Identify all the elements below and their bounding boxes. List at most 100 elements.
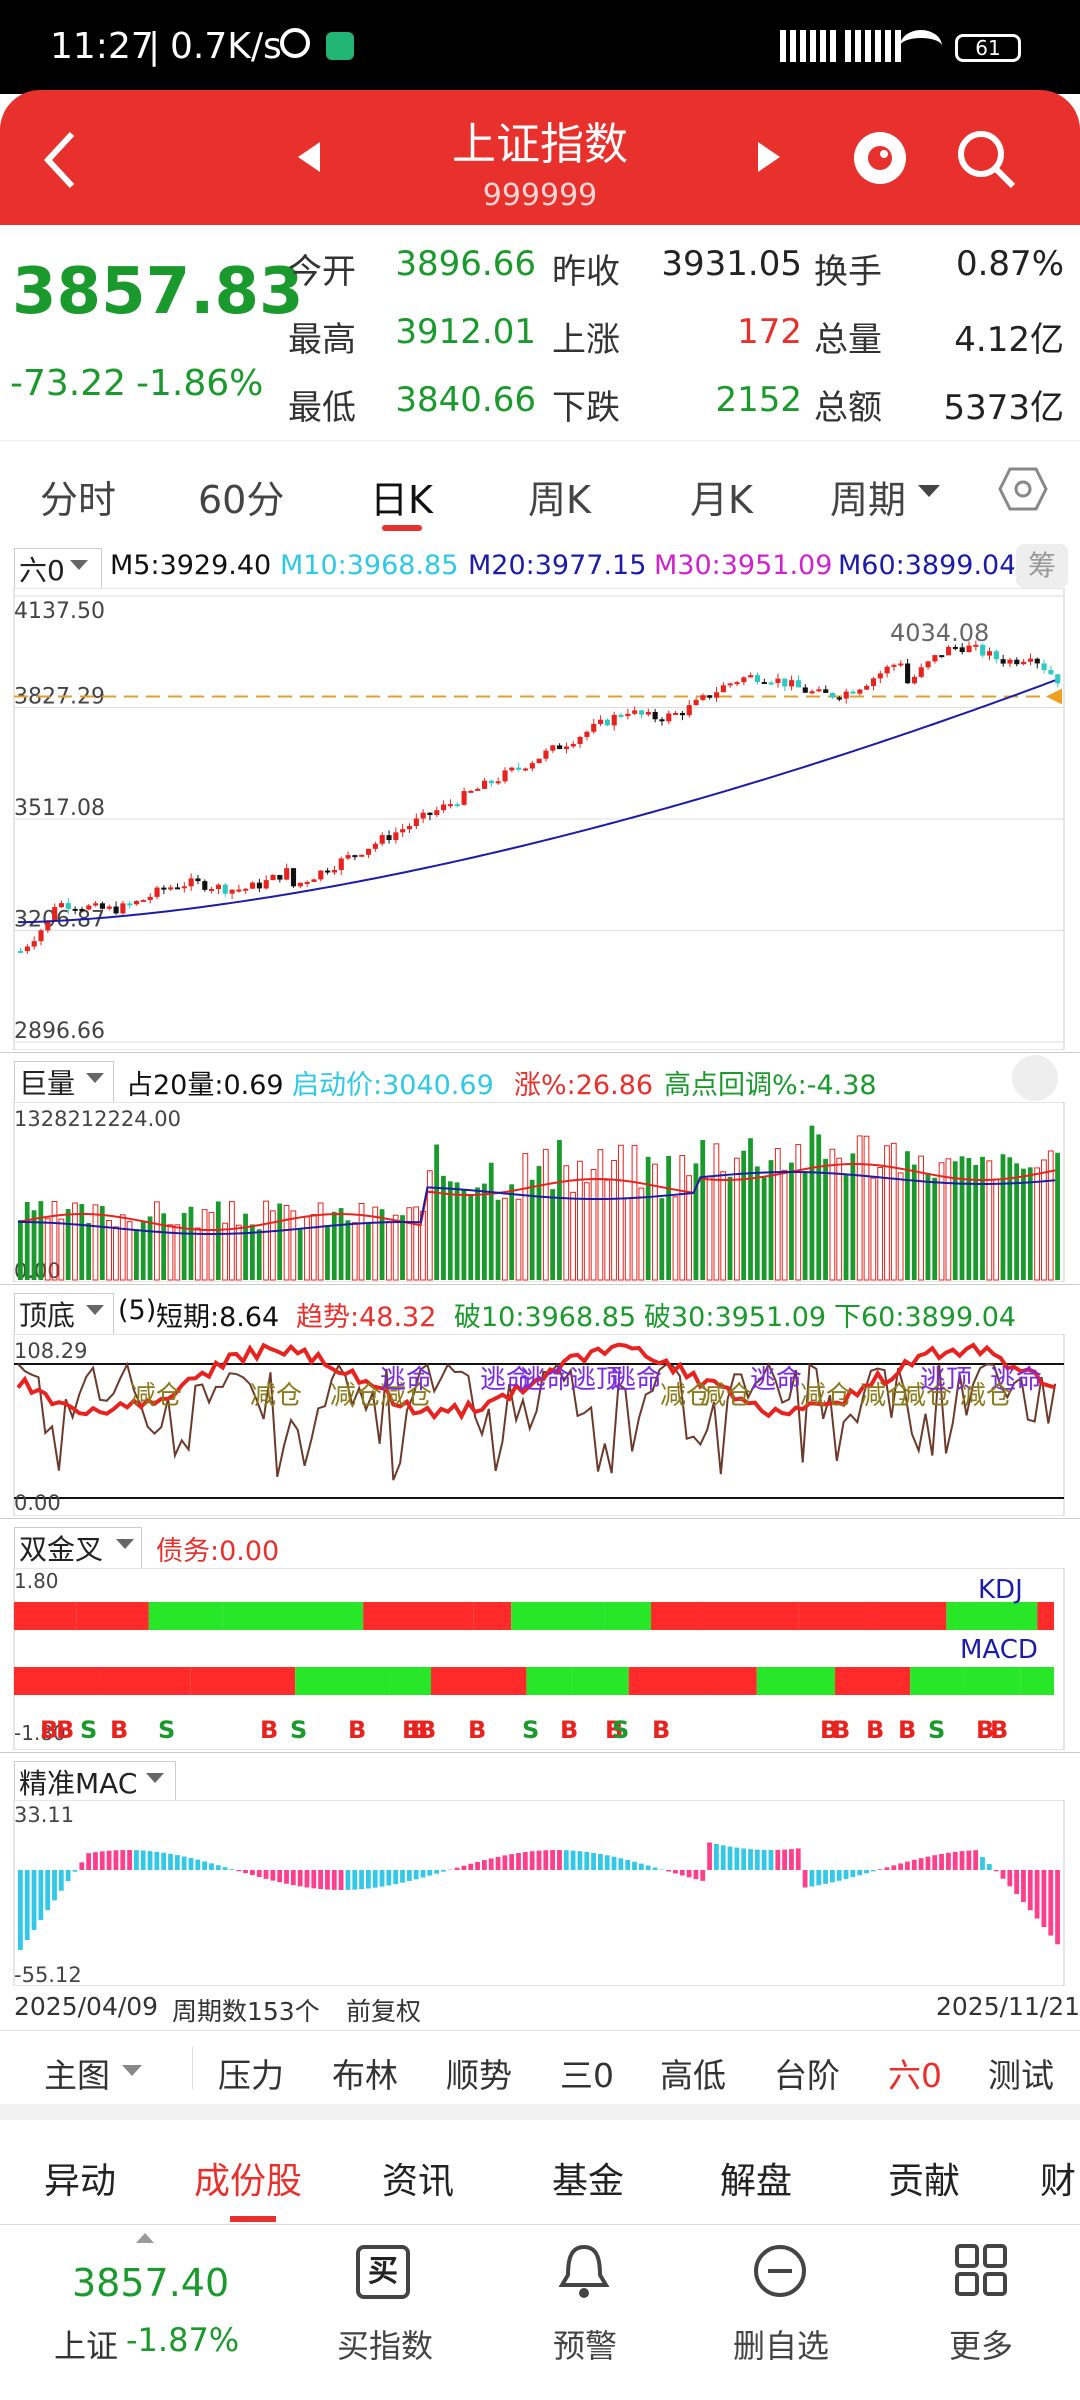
indicator-highlow[interactable]: 高低 xyxy=(660,2056,726,2095)
tab-funds[interactable]: 基金 xyxy=(552,2161,625,2202)
topbottom-select[interactable]: 顶底 xyxy=(14,1293,115,1335)
volume-bar xyxy=(550,1189,556,1280)
main-indicator-select[interactable]: 六0 xyxy=(14,548,102,590)
tab-constituents[interactable]: 成份股 xyxy=(194,2161,303,2202)
bs-signal: S xyxy=(158,1716,175,1744)
chip-button[interactable]: 筹 xyxy=(1016,544,1068,588)
tab-movement[interactable]: 异动 xyxy=(44,2161,117,2202)
tab-analysis[interactable]: 解盘 xyxy=(720,2161,793,2202)
indicator-main[interactable]: 主图 xyxy=(44,2056,110,2095)
tb-break10: 破10:3968.85 xyxy=(454,1302,637,1333)
candle xyxy=(366,848,372,855)
candle xyxy=(304,881,310,884)
volume-bar xyxy=(269,1210,276,1281)
volume-bar xyxy=(1027,1167,1033,1280)
indicator-six[interactable]: 六0 xyxy=(888,2056,942,2095)
indicator-trend[interactable]: 顺势 xyxy=(446,2056,512,2095)
y-tick-label: 4137.50 xyxy=(14,599,105,624)
tab-contribution[interactable]: 贡献 xyxy=(888,2161,961,2202)
candle xyxy=(911,676,917,684)
volume-bar xyxy=(86,1222,92,1280)
tab-period[interactable]: 周期 xyxy=(830,478,907,522)
mac-bar xyxy=(31,1870,37,1931)
candle xyxy=(243,888,249,891)
remove-watchlist-icon[interactable] xyxy=(752,2243,808,2299)
volume-indicator-select[interactable]: 巨量 xyxy=(14,1061,115,1103)
candle xyxy=(679,712,685,716)
indicator-pressure[interactable]: 压力 xyxy=(218,2056,284,2095)
mac-bar xyxy=(113,1850,119,1870)
bell-icon[interactable] xyxy=(556,2241,612,2301)
settings-icon[interactable] xyxy=(998,465,1048,513)
mascot-icon[interactable] xyxy=(848,120,912,190)
tab-finance[interactable]: 财 xyxy=(1040,2161,1077,2202)
bs-signal: B xyxy=(832,1716,850,1744)
signal-label: 减仓 xyxy=(900,1381,952,1411)
search-icon[interactable] xyxy=(955,128,1019,192)
volume-bar xyxy=(700,1140,706,1280)
bs-signal: B xyxy=(820,1716,838,1744)
indicator-test[interactable]: 测试 xyxy=(988,2056,1054,2095)
tab-monthly-k[interactable]: 月K xyxy=(690,478,753,522)
mac-bar xyxy=(174,1855,180,1870)
indicator-steps[interactable]: 台阶 xyxy=(774,2056,840,2095)
candle xyxy=(864,685,870,690)
more-button[interactable]: 更多 xyxy=(948,2327,1013,2365)
buy-index-button[interactable]: 买指数 xyxy=(336,2327,433,2365)
volume-bar xyxy=(863,1135,870,1281)
volume-chart[interactable]: 1328212224.000.00 xyxy=(0,1102,1080,1282)
next-icon[interactable] xyxy=(758,142,780,172)
tab-news[interactable]: 资讯 xyxy=(382,2161,455,2202)
volume-bar xyxy=(126,1221,133,1281)
page-title: 上证指数 xyxy=(452,119,628,170)
candle xyxy=(284,868,290,880)
tab-fenshi[interactable]: 分时 xyxy=(40,478,117,522)
more-grid-icon[interactable] xyxy=(954,2243,1008,2297)
candle xyxy=(420,812,426,819)
mac-bar xyxy=(604,1855,610,1870)
mac-bar xyxy=(318,1870,324,1890)
candle xyxy=(707,695,713,698)
volume-bar xyxy=(1034,1167,1040,1281)
volume-bar xyxy=(986,1160,993,1281)
mac-bar xyxy=(502,1855,508,1870)
candle xyxy=(502,770,508,782)
volume-bar xyxy=(761,1176,767,1280)
vol-ratio: 占20量:0.69 xyxy=(126,1070,284,1101)
bs-signal: B xyxy=(990,1716,1008,1744)
tab-weekly-k[interactable]: 周K xyxy=(528,478,591,522)
mac-bar xyxy=(311,1870,317,1889)
buy-icon[interactable]: 买 xyxy=(356,2245,410,2299)
vol-start-price: 启动价:3040.69 xyxy=(292,1070,494,1101)
indicator-three[interactable]: 三0 xyxy=(560,2056,614,2095)
candle xyxy=(775,678,781,683)
back-icon[interactable] xyxy=(40,130,80,190)
indicator-boll[interactable]: 布林 xyxy=(332,2056,398,2095)
signal-band xyxy=(705,1667,757,1695)
tb-period: (5) xyxy=(118,1295,157,1326)
candle xyxy=(45,920,51,931)
volume-bar xyxy=(72,1202,78,1281)
candle xyxy=(229,889,235,894)
alert-button[interactable]: 预警 xyxy=(552,2327,617,2365)
bs-signal: S xyxy=(612,1716,629,1744)
volume-bar xyxy=(973,1165,979,1280)
topbottom-legend: 顶底 (5) 短期:8.64 趋势:48.32 破10:3968.85 破30:… xyxy=(0,1284,1080,1335)
kline-chart[interactable]: 4137.503827.293517.083206.872896.664034.… xyxy=(0,588,1080,1050)
mac-chart[interactable]: 33.11 -55.12 xyxy=(0,1800,1080,1986)
bs-signal: B xyxy=(110,1716,128,1744)
remove-watchlist-button[interactable]: 删自选 xyxy=(732,2327,829,2365)
volume-bar xyxy=(823,1158,828,1280)
tab-60min[interactable]: 60分 xyxy=(198,478,285,522)
prev-icon[interactable] xyxy=(298,142,320,172)
mac-bar xyxy=(345,1870,351,1890)
mac-bar xyxy=(905,1861,910,1870)
expand-icon[interactable] xyxy=(1012,1055,1058,1101)
tab-daily-k[interactable]: 日K xyxy=(370,478,433,522)
quote-value: 4.12亿 xyxy=(954,320,1064,360)
wifi-icon xyxy=(900,30,942,62)
volume-bar xyxy=(638,1187,645,1281)
bs-signal: B xyxy=(898,1716,916,1744)
